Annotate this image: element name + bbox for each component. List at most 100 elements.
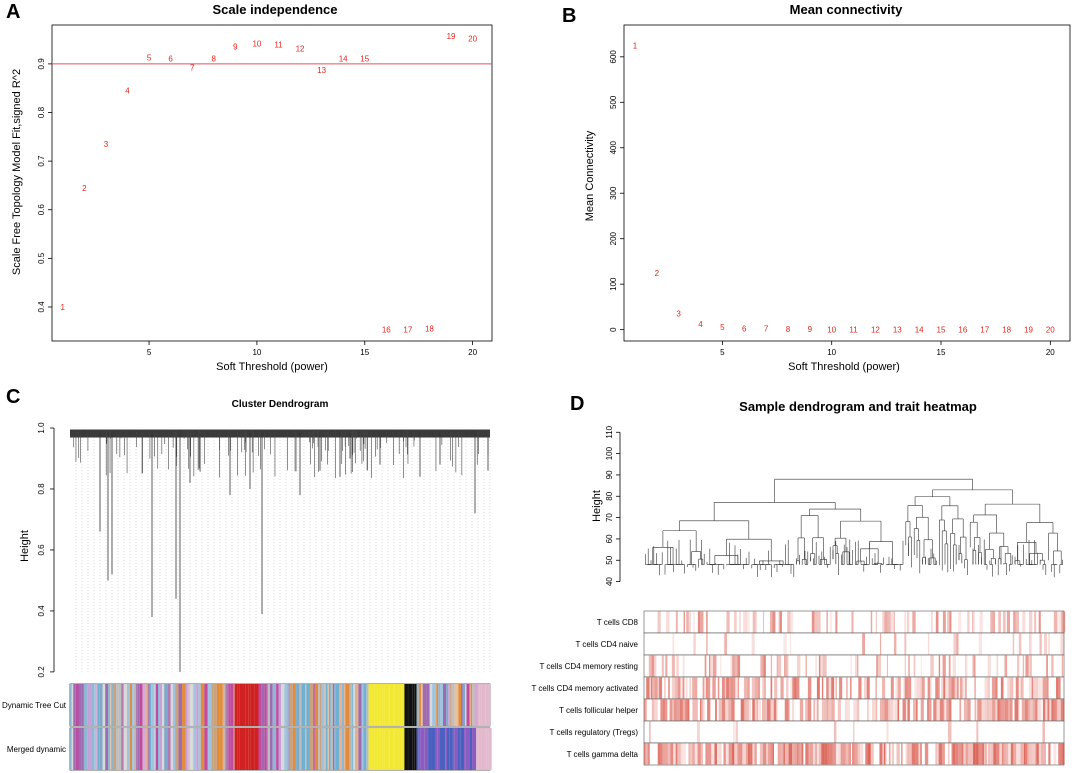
panel-c-module-color: [319, 728, 322, 770]
panel-d-heat-cell: [914, 677, 917, 699]
panel-a-point: 7: [190, 63, 195, 72]
panel-d-heat-cell: [743, 743, 747, 765]
panel-c-cluster-dendrogram: Cluster Dendrogram Height 0.2 0.4 0.6 0.8 1.…: [2, 399, 492, 771]
panel-c-module-color: [341, 728, 345, 770]
panel-c-module-color: [398, 684, 402, 726]
panel-d-heat-cell: [757, 699, 761, 721]
panel-d-heat-cell: [677, 677, 681, 699]
panel-c-module-color: [382, 684, 385, 726]
panel-c-module-color: [168, 728, 171, 770]
panel-d-heat-cell: [807, 677, 812, 699]
panel-d-heat-cell: [1039, 633, 1042, 655]
panel-d-heat-cell: [938, 655, 941, 677]
panel-d-heat-cell: [894, 633, 897, 655]
panel-d-heat-cell: [1005, 655, 1008, 677]
panel-c-module-color: [334, 684, 336, 726]
panel-c-module-color: [151, 728, 155, 770]
panel-d-heat-cell: [707, 699, 711, 721]
panel-c-module-color: [200, 684, 205, 726]
panel-d-heat-cell: [984, 699, 988, 721]
panel-d-heat-cell: [657, 743, 661, 765]
panel-c-module-color: [379, 684, 381, 726]
panel-c-module-color: [296, 684, 300, 726]
panel-d-heat-cell: [687, 611, 689, 633]
panel-d-heat-cell: [751, 633, 755, 655]
panel-c-module-color: [254, 684, 259, 726]
panel-c-module-color: [219, 684, 223, 726]
panel-c-module-color: [75, 728, 79, 770]
panel-d-heat-cell: [756, 699, 758, 721]
panel-d-heat-cell: [725, 699, 729, 721]
panel-c-module-color: [133, 684, 136, 726]
panel-c-bar-label-dynamic: Dynamic Tree Cut: [2, 701, 67, 710]
panel-c-module-color: [345, 684, 350, 726]
panel-c-module-color: [248, 684, 251, 726]
panel-c-module-color: [239, 684, 243, 726]
panel-d-heat-cell: [818, 743, 822, 765]
panel-c-module-color: [314, 728, 319, 770]
panel-c-title: Cluster Dendrogram: [232, 399, 329, 410]
panel-c-module-color: [234, 728, 238, 770]
panel-d-heat-cell: [919, 743, 922, 765]
panel-d-heat-cell: [1048, 743, 1051, 765]
panel-d-heat-cell: [747, 743, 751, 765]
panel-c-module-color: [83, 684, 88, 726]
panel-d-heat-cell: [832, 743, 836, 765]
panel-c-module-color: [441, 728, 445, 770]
panel-c-module-color: [446, 728, 450, 770]
panel-c-module-color: [352, 684, 354, 726]
panel-d-heat-cell: [692, 743, 695, 765]
panel-c-module-color: [301, 728, 306, 770]
panel-c-module-color: [398, 728, 402, 770]
panel-d-heat-cell: [1042, 677, 1045, 699]
panel-d-heat-cell: [890, 677, 894, 699]
panel-b-point: 6: [742, 324, 747, 333]
panel-d-heat-cell: [937, 743, 939, 765]
panel-d-heat-cell: [682, 699, 686, 721]
panel-d-heat-cell: [1053, 743, 1057, 765]
panel-d-heat-cell: [993, 743, 997, 765]
panel-d-heat-cell: [772, 743, 774, 765]
panel-d-heat-cell: [773, 699, 777, 721]
panel-d-title: Sample dendrogram and trait heatmap: [739, 399, 977, 414]
panel-d-heat-cell: [799, 699, 804, 721]
panel-c-module-color: [172, 684, 176, 726]
panel-c-module-color: [380, 728, 383, 770]
panel-d-heat-cell: [807, 699, 812, 721]
panel-c-module-color: [102, 728, 106, 770]
panel-d-heat-cell: [1013, 743, 1017, 765]
panel-d-heat-cell: [675, 743, 678, 765]
panel-d-heat-cell: [894, 699, 898, 721]
panel-d-heat-cell: [754, 743, 757, 765]
panel-c-module-color: [99, 728, 103, 770]
panel-d-heat-cell: [725, 743, 729, 765]
panel-c-module-color: [267, 684, 270, 726]
panel-c-module-color: [107, 684, 111, 726]
panel-c-module-color: [204, 684, 208, 726]
panel-d-heat-cell: [952, 743, 956, 765]
panel-d-heat-cell: [838, 743, 841, 765]
panel-d-ytick-label: 70: [605, 513, 614, 522]
panel-d-heat-cell: [657, 611, 661, 633]
panel-d-heat-cell: [1040, 699, 1042, 721]
panel-d-heat-cell: [673, 743, 676, 765]
panel-d-heat-cell: [911, 743, 916, 765]
panel-c-module-color: [292, 684, 296, 726]
panel-c-module-color: [261, 728, 265, 770]
panel-d-heat-cell: [904, 655, 906, 677]
panel-c-module-color: [335, 728, 340, 770]
panel-a-xlabel: Soft Threshold (power): [216, 361, 328, 373]
panel-d-heat-cell: [654, 677, 658, 699]
panel-d-heat-cell: [867, 743, 871, 765]
panel-d-heat-cell: [1015, 677, 1019, 699]
panel-b-point: 10: [827, 325, 836, 334]
panel-d-heat-cell: [816, 743, 819, 765]
panel-d-heat-cell: [688, 611, 691, 633]
panel-d-trait-label: T cells CD4 naive: [575, 640, 638, 649]
panel-c-module-color: [325, 728, 328, 770]
panel-d-heat-cell: [1058, 743, 1062, 765]
panel-d-heat-cell: [975, 699, 978, 721]
panel-c-module-color: [478, 728, 482, 770]
panel-c-module-color: [452, 684, 455, 726]
panel-c-module-color: [341, 684, 345, 726]
